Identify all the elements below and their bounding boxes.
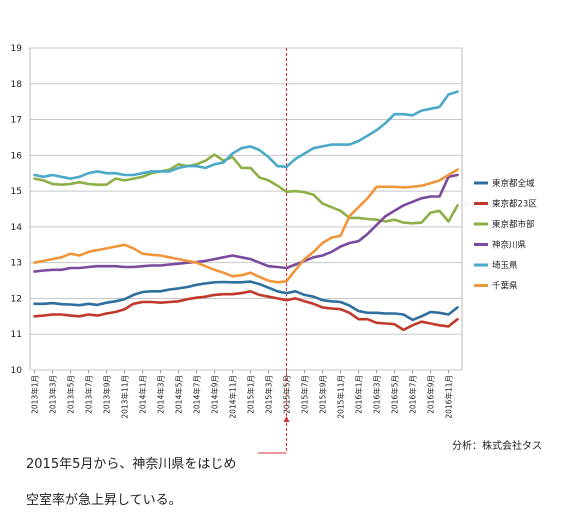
x-tick-label: 2014年9月 (210, 375, 220, 414)
series-line (33, 173, 459, 273)
series-line (33, 280, 459, 322)
y-tick-label: 11 (11, 330, 22, 340)
y-tick-label: 18 (11, 80, 23, 90)
marker-layer (258, 48, 290, 454)
x-tick-label: 2015年11月 (336, 375, 346, 419)
annotation-line-2: 空室率が急上昇している。 (26, 493, 182, 508)
x-tick-label: 2015年3月 (264, 375, 274, 414)
source-credit: 分析：株式会社タス (452, 441, 542, 452)
series-layer (33, 90, 459, 332)
y-tick-label: 16 (11, 151, 23, 161)
annotation-line-1: 2015年5月から、神奈川県をはじめ (26, 457, 237, 472)
y-tick-label: 15 (11, 187, 22, 197)
legend-label: 千葉県 (492, 281, 518, 292)
y-tick-label: 10 (11, 366, 23, 376)
x-tick-label: 2014年11月 (228, 375, 238, 419)
x-tick-label: 2016年9月 (426, 375, 436, 414)
legend-label: 埼玉県 (492, 260, 518, 271)
x-axis-ticks: 2013年1月 2013年3月 2013年5月 2013年7月 2013年9月 2013年… (30, 370, 454, 419)
x-tick-label: 2014年5月 (174, 375, 184, 414)
y-tick-label: 19 (11, 44, 23, 54)
marker-arrow (283, 416, 290, 422)
series-line (33, 153, 459, 225)
y-tick-label: 13 (11, 259, 22, 269)
x-tick-label: 2014年3月 (156, 375, 166, 414)
x-tick-label: 2013年7月 (84, 375, 94, 414)
y-tick-label: 17 (11, 116, 22, 126)
series-line (33, 90, 459, 180)
x-tick-label: 2016年7月 (408, 375, 418, 414)
x-tick-label: 2014年1月 (138, 375, 148, 414)
x-tick-label: 2013年5月 (66, 375, 76, 414)
x-tick-label: 2014年7月 (192, 375, 202, 414)
x-tick-label: 2016年11月 (444, 375, 454, 419)
x-tick-label: 2013年9月 (102, 375, 112, 414)
legend-label: 東京都市部 (492, 219, 535, 230)
series-line (33, 289, 459, 332)
y-tick-label: 14 (11, 223, 23, 233)
x-tick-label: 2015年1月 (246, 375, 256, 414)
legend-label: 東京都全域 (492, 178, 535, 189)
x-tick-label: 2015年9月 (318, 375, 328, 414)
x-tick-label: 2013年1月 (30, 375, 40, 414)
x-tick-label: 2016年3月 (372, 375, 382, 414)
legend-label: 神奈川県 (492, 240, 527, 251)
grid-layer (29, 47, 463, 371)
y-axis-ticks: 10 11 12 13 14 15 16 17 18 19 (11, 44, 23, 376)
series-line (33, 168, 459, 284)
x-tick-label: 2016年5月 (390, 375, 400, 414)
annotation-text: 2015年5月から、神奈川県をはじめ 空室率が急上昇している。 (26, 438, 276, 510)
x-tick-label: 2013年3月 (48, 375, 58, 414)
x-tick-label: 2016年1月 (354, 375, 364, 414)
x-tick-label: 2015年7月 (300, 375, 310, 414)
x-tick-label: 2013年11月 (120, 375, 130, 419)
y-tick-label: 12 (11, 294, 22, 304)
legend-label: 東京都23区 (492, 199, 537, 210)
